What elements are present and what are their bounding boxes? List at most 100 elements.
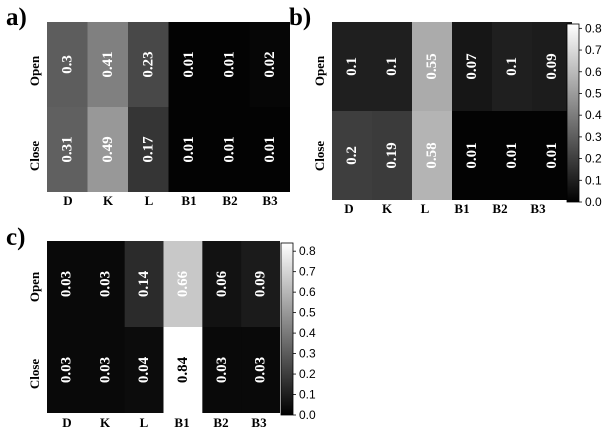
panel-label-c: c)	[6, 224, 26, 251]
heatmap-a-value-label: 0.3	[59, 55, 75, 74]
colorbar-tick-label: 0.8	[299, 244, 316, 258]
heatmap-c-cell-open-b2	[202, 241, 242, 328]
col-label-a-b3: B3	[262, 193, 278, 208]
col-label-b-b1: B1	[454, 201, 470, 216]
heatmap-c-cell-close-d	[47, 327, 87, 413]
heatmap-c-cell-close-b1	[163, 327, 203, 413]
col-label-c-k: K	[99, 415, 111, 430]
heatmap-a-value-label: 0.01	[181, 51, 197, 77]
row-label-b-close: Close	[312, 140, 327, 172]
heatmap-a-cell-close-b2	[209, 107, 250, 192]
col-label-a-d: D	[63, 193, 73, 208]
heatmap-b-value-label: 0.19	[384, 142, 400, 168]
heatmap-c-value-label: 0.03	[253, 357, 269, 383]
colorbar-tick-label: 0.3	[585, 130, 602, 144]
colorbar-tick-label: 0.2	[299, 367, 316, 381]
col-label-c-b3: B3	[251, 415, 267, 430]
panel-label-a: a)	[6, 4, 27, 31]
colorbar-tick-label: 0.1	[299, 388, 316, 402]
heatmap-c-cell-close-l	[124, 327, 164, 413]
heatmap-c-cell-open-l	[124, 241, 164, 328]
colorbar-tick-label: 0.4	[585, 108, 602, 122]
heatmap-a-cell-close-b3	[249, 107, 290, 192]
heatmap-c-value-label: 0.03	[58, 357, 74, 383]
col-label-c-b2: B2	[213, 415, 229, 430]
heatmap-c-cell-open-k	[85, 241, 126, 328]
heatmap-c-value-label: 0.03	[97, 357, 113, 383]
heatmap-a: 0.3 0.41 0.23 0.01 0.01 0.02 0.31 0.49 0.17 0.01 0…	[47, 22, 290, 192]
col-label-b-d: D	[344, 201, 354, 216]
heatmap-c-value-label: 0.04	[136, 356, 152, 383]
panel-label-b: b)	[289, 4, 312, 31]
colorbar-tick-label: 0.8	[585, 22, 602, 35]
colorbar-gradient	[566, 23, 580, 203]
colorbar-tick-label: 0.5	[585, 86, 602, 100]
heatmap-a-cell-close-k	[87, 107, 129, 192]
colorbar-tick-label: 0.6	[299, 285, 316, 299]
col-label-a-l: L	[144, 193, 154, 208]
heatmap-c-value-label: 0.14	[136, 270, 152, 297]
heatmap-b-value-label: 0.01	[464, 142, 480, 168]
heatmap-b-cell-open-b1	[452, 22, 493, 112]
colorbar-tick-label: 0.7	[585, 43, 602, 57]
colorbar-c: 0.0 0.1 0.2 0.3 0.4 0.5 0.6 0.7 0.8	[280, 242, 316, 421]
col-label-a-b1: B1	[181, 193, 197, 208]
row-label-a-close: Close	[27, 140, 42, 172]
heatmap-b-cell-close-b2	[492, 111, 533, 200]
heatmap-c-value-label: 0.03	[58, 271, 74, 297]
heatmap-a-value-label: 0.02	[262, 51, 278, 77]
heatmap-b-value-label: 0.09	[544, 53, 560, 79]
heatmap-a-value-label: 0.23	[140, 51, 156, 77]
heatmap-a-value-label: 0.01	[181, 136, 197, 162]
heatmap-b-value-label: 0.1	[344, 57, 360, 76]
heatmap-a-value-label: 0.01	[221, 51, 237, 77]
heatmap-c-value-label: 0.66	[175, 270, 191, 297]
heatmap-b-cell-open-d	[332, 22, 373, 112]
heatmap-b-value-label: 0.01	[504, 142, 520, 168]
heatmap-b-value-label: 0.01	[544, 142, 560, 168]
colorbar-tick-label: 0.4	[299, 326, 316, 340]
heatmap-b-cell-close-k	[372, 111, 413, 200]
heatmap-b-cell-close-d	[332, 111, 373, 200]
heatmap-b-cell-open-l	[412, 22, 453, 112]
heatmap-b-value-label: 0.1	[504, 57, 520, 76]
heatmap-b-value-label: 0.55	[424, 53, 440, 79]
heatmap-c-value-label: 0.06	[214, 270, 230, 297]
heatmap-c-cell-close-b3	[241, 327, 280, 413]
heatmap-b-value-label: 0.2	[344, 146, 360, 165]
heatmap-a-value-label: 0.01	[221, 136, 237, 162]
heatmap-b-value-label: 0.1	[384, 57, 400, 76]
heatmap-b-value-label: 0.07	[464, 53, 480, 80]
colorbar-tick-label: 0.5	[299, 306, 316, 320]
heatmap-a-cell-close-l	[128, 107, 169, 192]
heatmap-a-value-label: 0.49	[100, 136, 116, 162]
col-label-a-b2: B2	[222, 193, 238, 208]
colorbar-b: 0.0 0.1 0.2 0.3 0.4 0.5 0.6 0.7 0.8	[566, 22, 602, 209]
heatmap-c-cell-open-b3	[241, 241, 280, 328]
heatmap-c-cell-open-b1	[163, 241, 203, 328]
colorbar-tick-label: 0.3	[299, 347, 316, 361]
heatmap-c-cell-close-k	[85, 327, 126, 413]
heatmap-a-cell-open-k	[87, 22, 129, 108]
heatmap-c-value-label: 0.09	[253, 271, 269, 297]
heatmap-c: 0.03 0.03 0.14 0.66 0.06 0.09 0.03 0.03 0.04 0.84…	[47, 241, 280, 413]
row-label-a-open: Open	[27, 55, 42, 87]
heatmap-a-value-label: 0.17	[140, 136, 156, 163]
col-label-c-l: L	[139, 415, 149, 430]
heatmap-a-value-label: 0.01	[262, 136, 278, 162]
col-label-b-l: L	[420, 201, 430, 216]
heatmap-b-cell-close-l	[412, 111, 453, 200]
heatmap-a-cell-open-d	[47, 22, 88, 108]
heatmap-a-cell-close-d	[47, 107, 88, 192]
heatmap-c-cell-close-b2	[202, 327, 242, 413]
row-label-b-open: Open	[312, 55, 327, 87]
heatmap-b: 0.1 0.1 0.55 0.07 0.1 0.09 0.2 0.19 0.58 0.01 0.01…	[332, 22, 572, 200]
colorbar-tick-label: 0.0	[299, 408, 316, 421]
heatmap-b-cell-close-b3	[532, 111, 572, 200]
col-label-c-d: D	[62, 415, 72, 430]
col-label-b-b2: B2	[492, 201, 508, 216]
heatmap-b-cell-close-b1	[452, 111, 493, 200]
col-label-b-k: K	[381, 201, 393, 216]
heatmap-c-value-label: 0.03	[97, 271, 113, 297]
row-label-c-close: Close	[27, 358, 42, 390]
